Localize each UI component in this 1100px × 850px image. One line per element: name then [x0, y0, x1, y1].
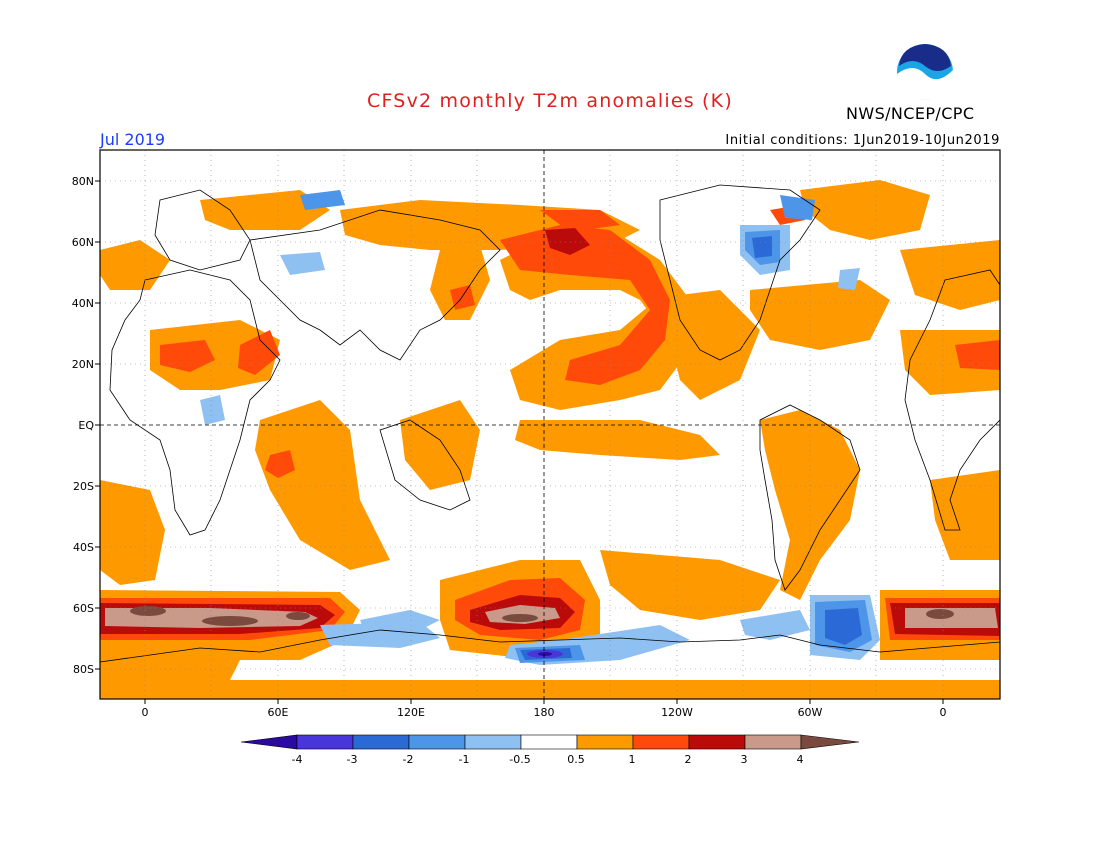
lon-tick-label: 60W	[797, 706, 823, 719]
colorbar-label: -1	[458, 753, 470, 766]
initial-conditions: Initial conditions: 1Jun2019-10Jun2019	[725, 133, 1000, 148]
coastlines	[100, 184, 1000, 663]
colorbar-swatch	[408, 734, 466, 750]
equator-dateline	[100, 150, 1000, 699]
lat-tick-label: 40N	[71, 297, 94, 310]
lon-tick-label: 120E	[397, 706, 425, 719]
colorbar-swatch	[744, 734, 802, 750]
map-title: CFSv2 monthly T2m anomalies (K)	[367, 90, 733, 112]
lat-tick-label: 60S	[73, 602, 94, 615]
colorbar-swatch	[352, 734, 410, 750]
colorbar-label: -0.5	[509, 753, 531, 766]
axis-ticks	[95, 180, 944, 704]
warm-anomaly-light	[100, 180, 1000, 699]
colorbar	[240, 734, 860, 750]
lon-tick-label: 180	[533, 706, 555, 719]
colorbar-label: 2	[684, 753, 692, 766]
lat-tick-label: 60N	[71, 236, 94, 249]
colorbar-cap-high	[800, 734, 860, 750]
colorbar-label: -4	[291, 753, 303, 766]
valid-month: Jul 2019	[100, 130, 166, 149]
colorbar-label: -2	[402, 753, 414, 766]
lat-tick-label: 20S	[73, 480, 94, 493]
lat-tick-label: EQ	[78, 419, 94, 432]
lat-tick-label: 40S	[73, 541, 94, 554]
lon-tick-label: 0	[939, 706, 947, 719]
colorbar-swatch	[688, 734, 746, 750]
lat-tick-label: 80S	[73, 663, 94, 676]
colorbar-swatch	[296, 734, 354, 750]
colorbar-label: -3	[346, 753, 358, 766]
colorbar-label: 4	[796, 753, 804, 766]
lon-tick-label: 120W	[661, 706, 693, 719]
colorbar-label: 3	[740, 753, 748, 766]
colorbar-swatch	[520, 734, 578, 750]
lon-tick-label: 0	[141, 706, 149, 719]
colorbar-swatch	[632, 734, 690, 750]
agency-label: NWS/NCEP/CPC	[846, 104, 975, 123]
cool-anomaly-strong	[520, 236, 862, 660]
lat-tick-label: 20N	[71, 358, 94, 371]
colorbar-swatch	[576, 734, 634, 750]
anomaly-field	[100, 150, 1000, 699]
colorbar-cap-low	[240, 734, 298, 750]
warm-anomaly-extreme	[130, 606, 954, 626]
lat-tick-label: 80N	[71, 175, 94, 188]
grid-lines	[100, 150, 1000, 699]
lon-tick-label: 60E	[267, 706, 289, 719]
colorbar-label: 0.5	[567, 753, 585, 766]
noaa-logo	[894, 41, 956, 103]
colorbar-label: 1	[628, 753, 636, 766]
cool-anomaly-extreme	[538, 652, 552, 656]
colorbar-swatch	[464, 734, 522, 750]
